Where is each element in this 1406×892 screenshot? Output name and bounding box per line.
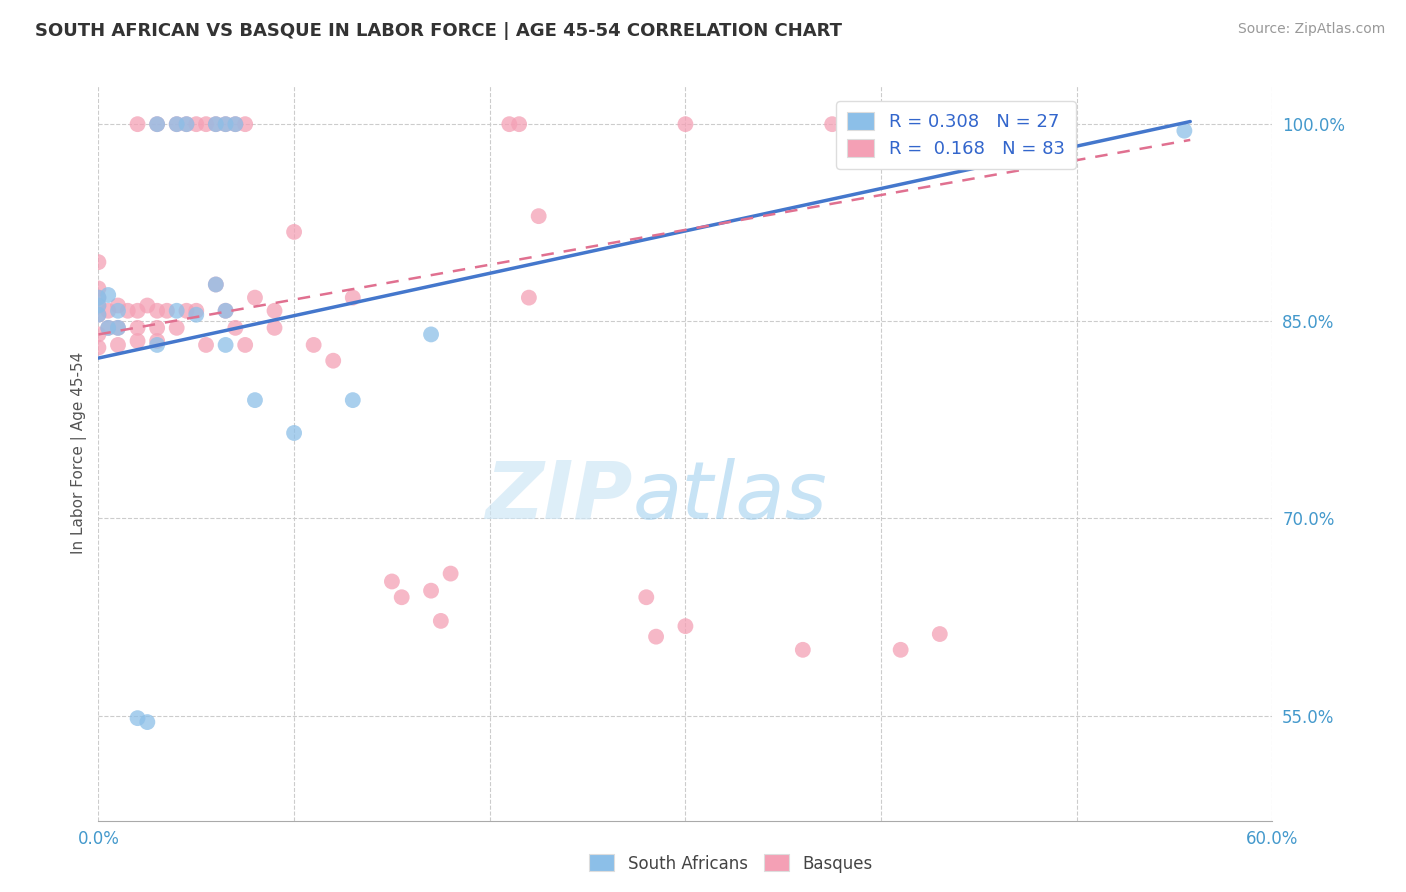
Point (146, 334, 169, 348)
Point (302, 338, 325, 352)
Point (224, 117, 246, 131)
Point (87, 308, 110, 322)
Text: SOUTH AFRICAN VS BASQUE IN LABOR FORCE | AGE 45-54 CORRELATION CHART: SOUTH AFRICAN VS BASQUE IN LABOR FORCE |… (35, 22, 842, 40)
Point (166, 303, 188, 318)
Y-axis label: In Labor Force | Age 45-54: In Labor Force | Age 45-54 (72, 351, 87, 554)
Point (166, 321, 188, 335)
Point (127, 711, 149, 725)
Point (87, 341, 110, 355)
Point (107, 303, 129, 318)
Point (127, 321, 149, 335)
Point (97, 321, 120, 335)
Point (420, 583, 443, 598)
Point (243, 291, 266, 305)
Point (233, 117, 256, 131)
Point (214, 117, 236, 131)
Point (283, 425, 305, 440)
Point (166, 117, 188, 131)
Point (97, 303, 120, 318)
Point (508, 117, 530, 131)
Point (645, 630, 668, 644)
Point (636, 591, 658, 605)
Point (195, 338, 218, 352)
Point (166, 117, 188, 131)
Point (136, 715, 159, 730)
Point (342, 291, 364, 305)
Text: atlas: atlas (633, 458, 827, 536)
Point (186, 308, 208, 322)
Point (87, 291, 110, 305)
Point (517, 291, 540, 305)
Legend: South Africans, Basques: South Africans, Basques (582, 847, 880, 880)
Point (97, 288, 120, 302)
Point (176, 117, 198, 131)
Point (107, 338, 129, 352)
Point (675, 117, 697, 131)
Point (498, 117, 520, 131)
Point (186, 117, 208, 131)
Point (87, 299, 110, 313)
Point (117, 303, 139, 318)
Point (146, 117, 169, 131)
Point (214, 303, 236, 318)
Point (87, 291, 110, 305)
Point (224, 117, 246, 131)
Point (928, 627, 950, 641)
Point (890, 642, 912, 657)
Legend: R = 0.308   N = 27, R =  0.168   N = 83: R = 0.308 N = 27, R = 0.168 N = 83 (837, 101, 1076, 169)
Point (176, 117, 198, 131)
Point (136, 299, 159, 313)
Point (243, 393, 266, 408)
Point (224, 321, 246, 335)
Point (87, 327, 110, 342)
Point (263, 303, 285, 318)
Point (107, 299, 129, 313)
Point (176, 303, 198, 318)
Point (792, 642, 814, 657)
Point (439, 566, 461, 581)
Point (420, 327, 443, 342)
Point (342, 393, 364, 408)
Point (214, 338, 236, 352)
Point (156, 303, 179, 318)
Point (97, 321, 120, 335)
Point (107, 321, 129, 335)
Point (146, 303, 169, 318)
Point (87, 299, 110, 313)
Point (1173, 124, 1195, 138)
Point (527, 209, 550, 223)
Point (186, 303, 208, 318)
Point (430, 614, 453, 628)
Text: Source: ZipAtlas.com: Source: ZipAtlas.com (1237, 22, 1385, 37)
Point (107, 321, 129, 335)
Point (675, 619, 697, 633)
Point (195, 117, 218, 131)
Point (214, 303, 236, 318)
Point (127, 117, 149, 131)
Point (263, 321, 285, 335)
Point (214, 117, 236, 131)
Point (87, 255, 110, 269)
Point (127, 303, 149, 318)
Point (205, 277, 228, 292)
Point (205, 117, 228, 131)
Point (283, 225, 305, 239)
Point (391, 591, 413, 605)
Point (87, 281, 110, 295)
Text: ZIP: ZIP (485, 458, 633, 536)
Point (87, 308, 110, 322)
Point (146, 338, 169, 352)
Point (205, 277, 228, 292)
Point (381, 574, 404, 589)
Point (205, 117, 228, 131)
Point (322, 353, 344, 368)
Point (127, 334, 149, 348)
Point (821, 117, 844, 131)
Point (146, 117, 169, 131)
Point (146, 321, 169, 335)
Point (233, 338, 256, 352)
